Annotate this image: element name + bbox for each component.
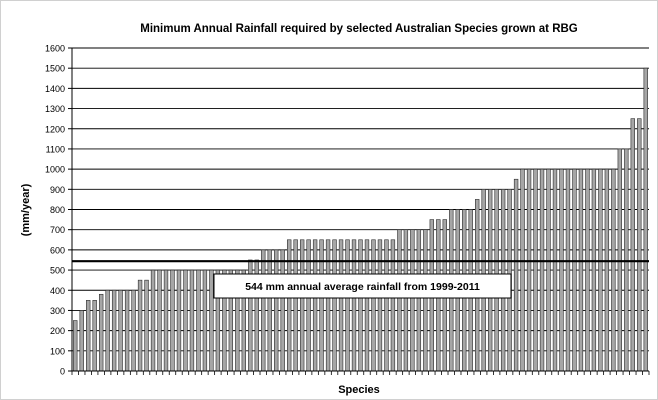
bar [306,239,311,372]
y-tick-label: 200 [50,326,65,336]
bar [410,229,415,372]
bar [384,239,389,372]
bar [611,168,616,372]
annotation-group: 544 mm annual average rainfall from 1999… [213,273,512,299]
bar [637,118,642,372]
y-tick-label: 600 [50,245,65,255]
chart-title: Minimum Annual Rainfall required by sele… [140,23,578,35]
annotation-box [213,273,512,299]
bar [86,300,91,372]
bar [319,239,324,372]
bar [183,269,188,372]
bar [209,269,214,372]
y-tick-label: 0 [60,367,65,377]
bar [416,229,422,372]
y-tick-label: 500 [50,266,65,276]
y-tick-label: 1000 [45,165,65,175]
bar [598,168,603,372]
bar [351,239,357,372]
bar [390,239,396,372]
bar [624,148,629,372]
bar [189,269,195,372]
bar [144,279,149,372]
bar [513,178,519,372]
bar [539,168,545,372]
bar [73,320,78,372]
y-tick-label: 700 [50,225,65,235]
y-tick-label: 800 [50,205,65,215]
bar [280,249,285,372]
bar [552,168,558,372]
bar [572,168,577,372]
bar [131,289,136,372]
reference-line-label: 544 mm annual average rainfall from 1999… [245,281,480,293]
y-tick-label: 400 [50,286,65,296]
y-tick-label: 100 [50,346,65,356]
bar [578,168,584,372]
bar [325,239,331,372]
bar [345,239,350,372]
bar [565,168,571,372]
bar [105,289,110,372]
bar [98,293,104,372]
y-tick-label: 1600 [45,44,65,54]
bar [196,269,201,372]
bar [124,289,130,372]
bar [630,118,635,372]
bar [364,239,370,372]
bar [526,168,532,372]
bar [403,229,409,372]
bar [157,269,162,372]
bar [287,239,292,372]
bar [137,279,143,372]
bar [585,168,590,372]
y-tick-label: 900 [50,185,65,195]
bar [92,300,97,372]
bar [332,239,337,372]
bar [79,310,84,372]
bar [150,269,156,372]
bar [111,289,117,372]
bar [533,168,538,372]
y-axis-label: (mm/year) [20,183,32,236]
bar [520,168,525,372]
bar [293,239,298,372]
bar [163,269,169,372]
bar [358,239,363,372]
bar [397,229,402,372]
bar [267,249,272,372]
y-tick-labels: 0 100 200 300 400 500 600 700 800 900 1000 1100 1200… [45,44,65,377]
bar [176,269,182,372]
y-tick-label: 1200 [45,124,65,134]
bar [643,67,648,372]
y-tick-label: 1300 [45,104,65,114]
bar [299,239,305,372]
bar [377,239,383,372]
y-tick-label: 1400 [45,84,65,94]
y-tick-label: 1100 [46,144,65,154]
bar [202,269,208,372]
bar [338,239,344,372]
bar [617,148,623,372]
bar [546,168,551,372]
bar [604,168,610,372]
bar [312,239,318,372]
axes [71,48,650,375]
bar [423,229,428,372]
bar [274,249,279,372]
y-tick-label: 1500 [45,64,65,74]
bar [170,269,175,372]
x-axis-label: Species [338,384,380,396]
bar [261,249,266,372]
bar [559,168,564,372]
bar [591,168,597,372]
bar [371,239,376,372]
y-tick-label: 300 [50,306,65,316]
bar [118,289,123,372]
